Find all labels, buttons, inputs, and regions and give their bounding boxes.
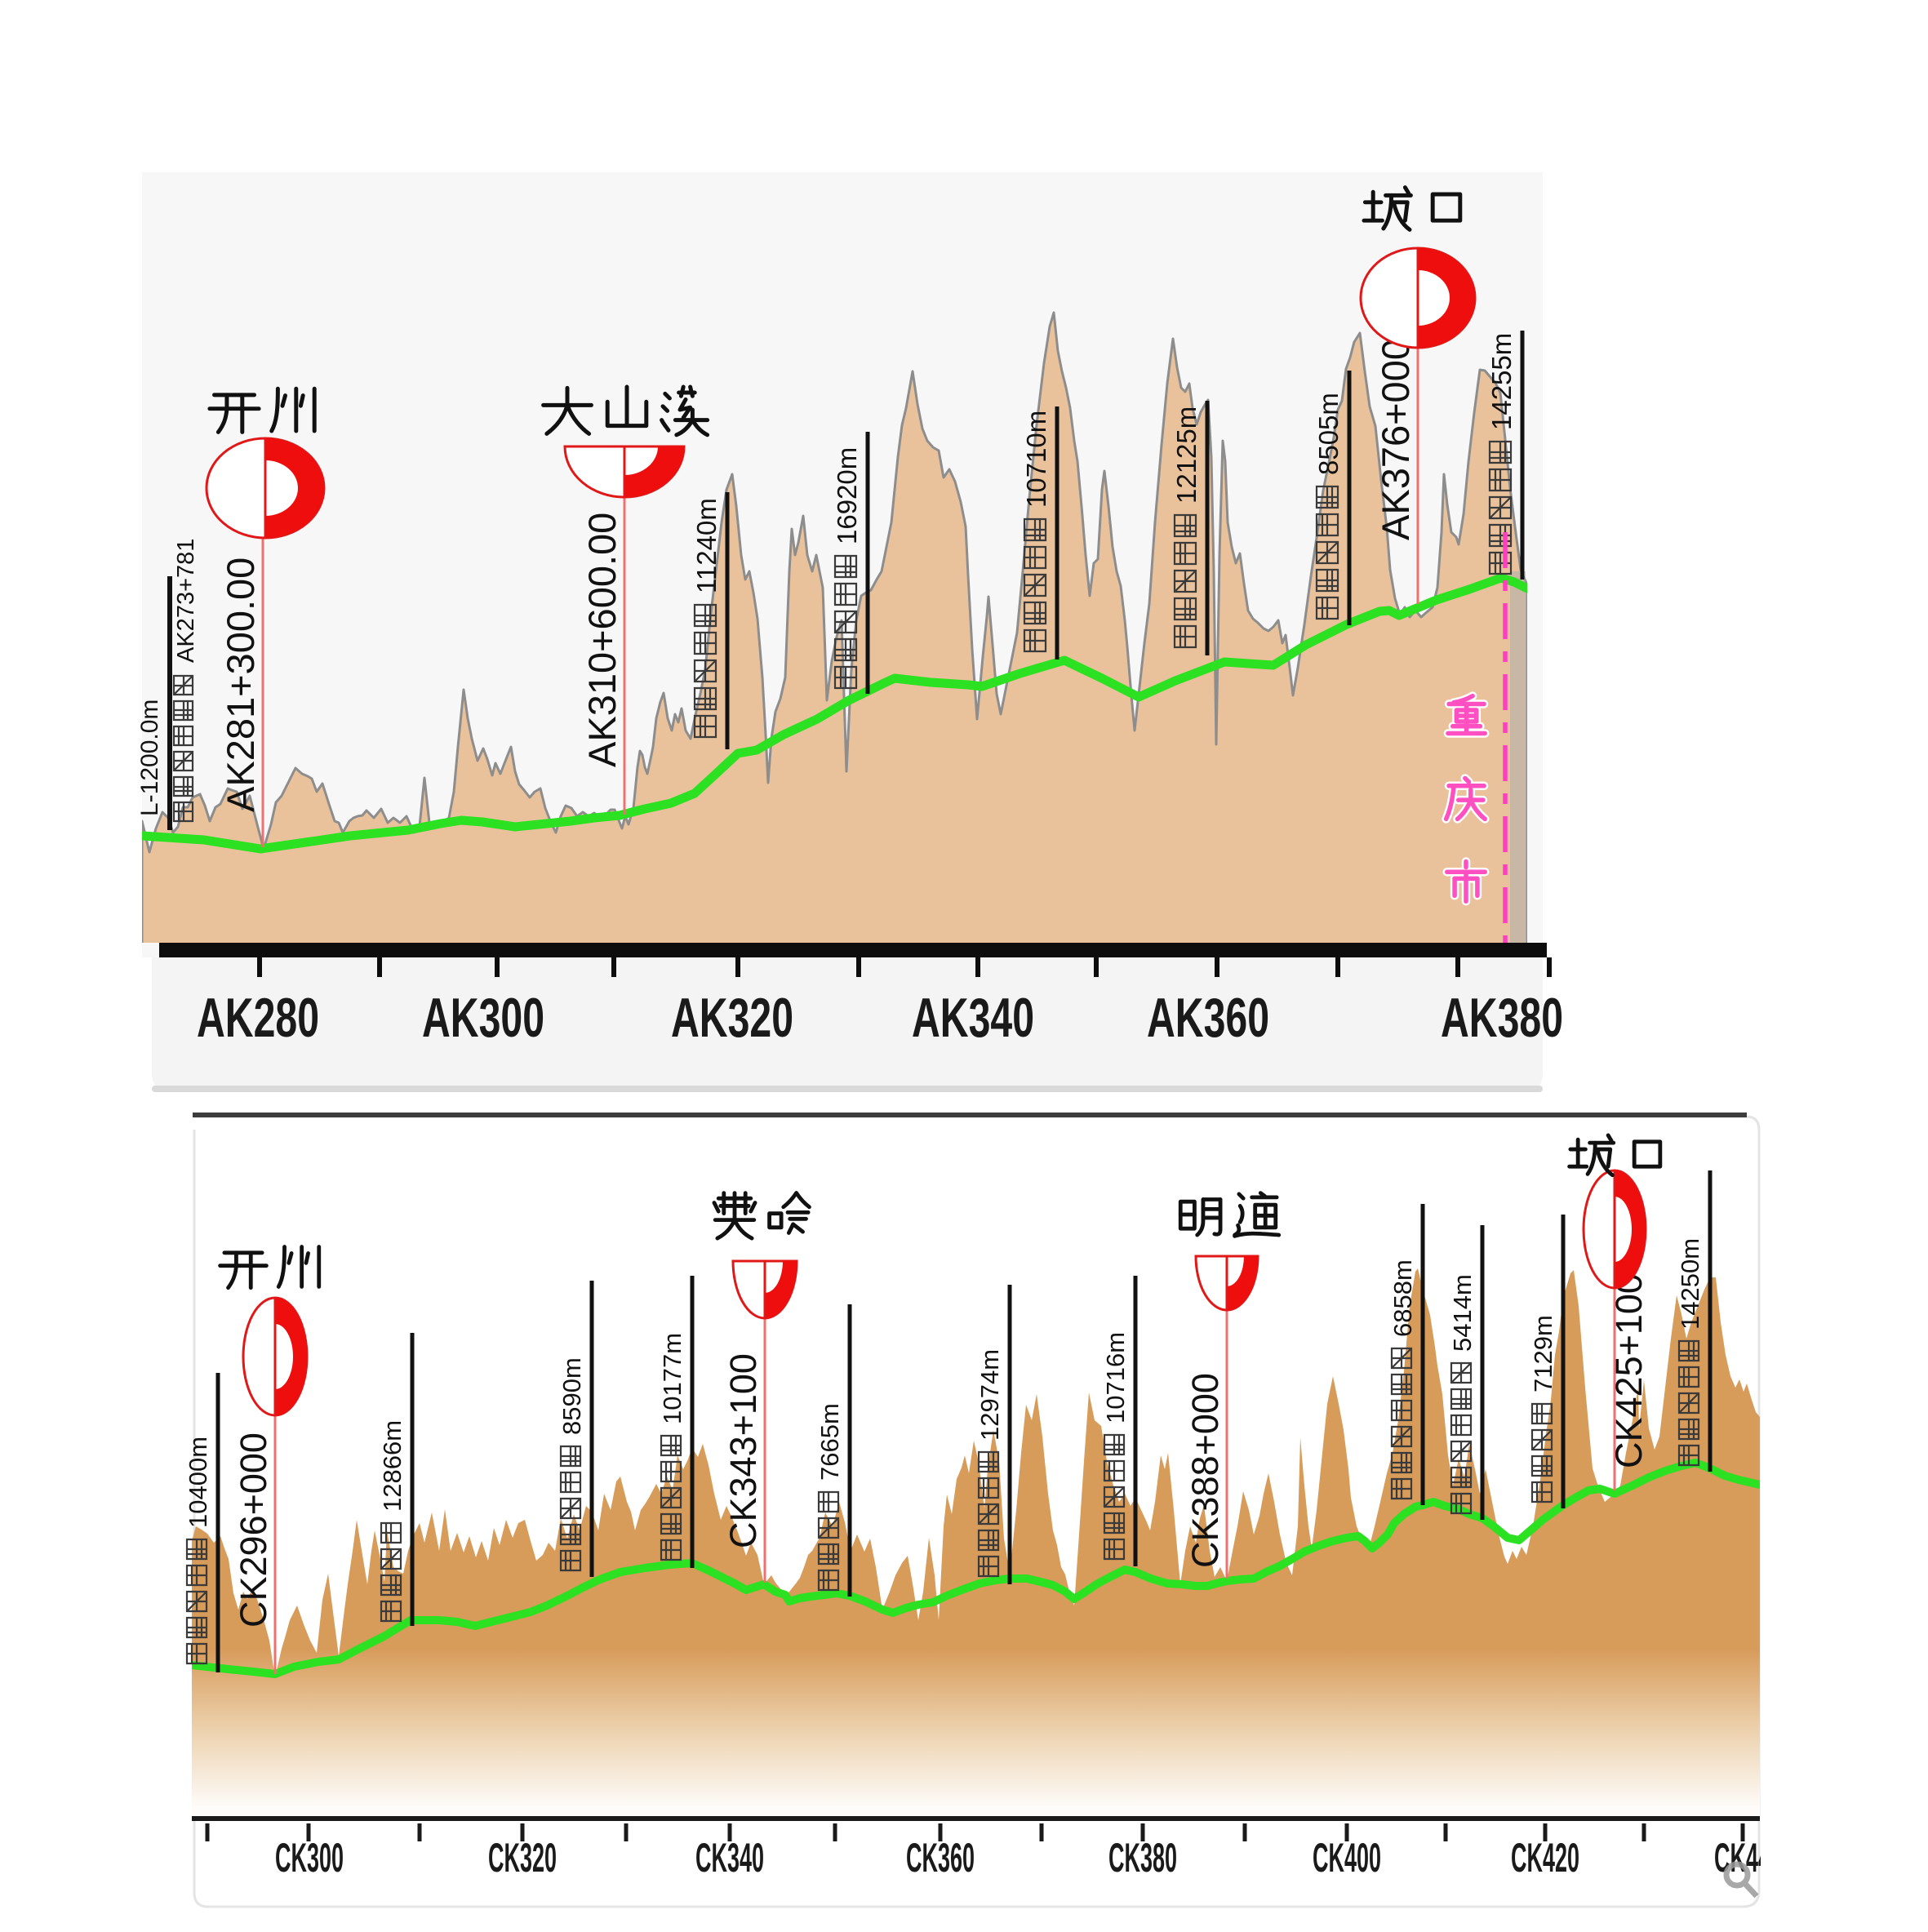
svg-text:10177m: 10177m [658, 1333, 686, 1424]
svg-text:CK380: CK380 [1108, 1835, 1177, 1881]
svg-text:AK376+000: AK376+000 [1374, 339, 1417, 540]
svg-text:8590m: 8590m [558, 1357, 586, 1435]
svg-text:11240m: 11240m [691, 498, 722, 593]
svg-text:CK400: CK400 [1313, 1835, 1381, 1881]
svg-text:CK388+000: CK388+000 [1184, 1373, 1226, 1568]
svg-text:12974m: 12974m [975, 1349, 1004, 1441]
svg-text:AK273+781: AK273+781 [173, 539, 199, 663]
svg-text:AK280: AK280 [197, 987, 319, 1049]
svg-text:CK296+000: CK296+000 [233, 1432, 274, 1628]
svg-text:10716m: 10716m [1101, 1332, 1130, 1423]
svg-text:AK340: AK340 [912, 987, 1034, 1049]
svg-text:14250m: 14250m [1676, 1238, 1704, 1330]
svg-text:AK360: AK360 [1147, 987, 1269, 1049]
svg-text:5414m: 5414m [1448, 1274, 1477, 1352]
svg-text:CK420: CK420 [1511, 1835, 1579, 1881]
svg-text:CK360: CK360 [906, 1835, 975, 1881]
svg-text:8505m: 8505m [1313, 393, 1344, 475]
svg-text:6858m: 6858m [1388, 1259, 1417, 1337]
svg-text:CK440: CK440 [1714, 1835, 1783, 1881]
svg-text:CK320: CK320 [488, 1835, 557, 1881]
svg-text:12866m: 12866m [378, 1420, 406, 1512]
svg-text:7665m: 7665m [815, 1403, 844, 1481]
svg-text:CK425+100: CK425+100 [1608, 1273, 1650, 1468]
svg-text:AK281+300.00: AK281+300.00 [219, 557, 262, 812]
svg-text:16920m: 16920m [832, 447, 862, 544]
svg-text:AK320: AK320 [671, 987, 793, 1049]
svg-text:AK300: AK300 [422, 987, 544, 1049]
svg-text:AK380: AK380 [1441, 987, 1563, 1049]
svg-text:10400m: 10400m [184, 1437, 212, 1528]
svg-text:10710m: 10710m [1021, 411, 1051, 508]
svg-text:7129m: 7129m [1529, 1315, 1557, 1392]
svg-text:L-1200.0m: L-1200.0m [136, 700, 163, 816]
svg-text:CK300: CK300 [275, 1835, 344, 1881]
svg-text:12125m: 12125m [1171, 406, 1202, 504]
svg-text:CK343+100: CK343+100 [722, 1353, 764, 1548]
svg-text:CK340: CK340 [695, 1835, 764, 1881]
svg-text:14255m: 14255m [1486, 333, 1517, 430]
svg-text:AK310+600.00: AK310+600.00 [580, 513, 624, 767]
